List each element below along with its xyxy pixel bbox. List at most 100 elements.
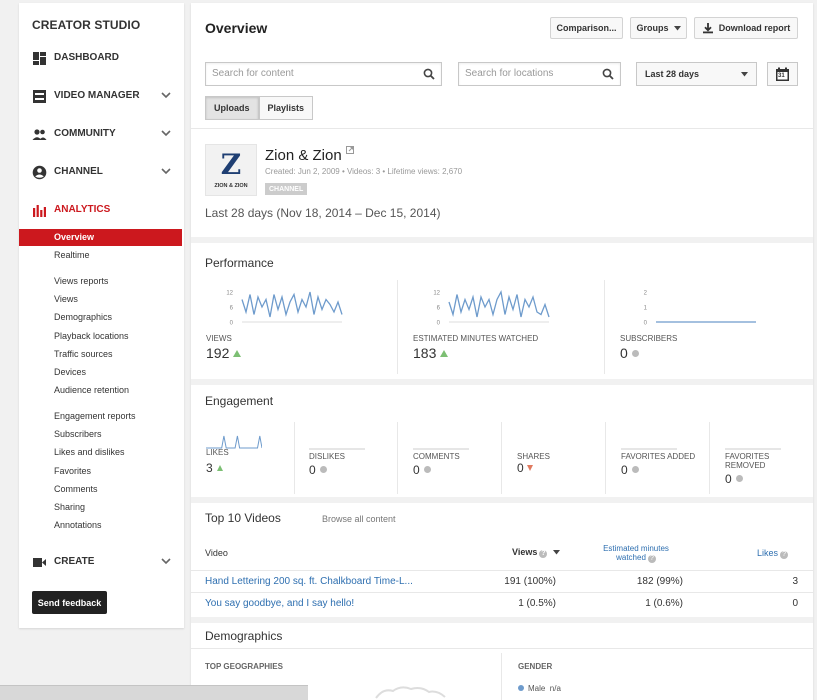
tick-label: 1	[644, 306, 648, 312]
nav-create[interactable]: CREATE	[19, 549, 184, 575]
sidebar-item-label: Overview	[54, 232, 95, 242]
sidebar-item-label: Sharing	[54, 502, 86, 512]
sidebar-item-sharing[interactable]: Sharing	[19, 499, 182, 516]
video-likes: 0	[792, 598, 798, 609]
demographics-title: Demographics	[205, 629, 283, 643]
video-title-link[interactable]: Hand Lettering 200 sq. ft. Chalkboard Ti…	[205, 576, 413, 587]
search-icon[interactable]	[602, 68, 614, 80]
chevron-down-icon[interactable]	[160, 89, 172, 101]
nav-analytics-label: ANALYTICS	[54, 204, 111, 215]
tick-label: 6	[437, 306, 441, 312]
nav-video-manager[interactable]: VIDEO MANAGER	[19, 83, 184, 109]
nav-channel[interactable]: CHANNEL	[19, 159, 184, 185]
sidebar-item-views[interactable]: Views	[19, 291, 182, 308]
search-icon[interactable]	[423, 68, 435, 80]
minutes-chart[interactable]: 12 6 0	[412, 286, 592, 326]
search-content-field	[205, 62, 442, 86]
sidebar-item-engagement-reports[interactable]: Engagement reports	[19, 408, 182, 425]
calendar-button[interactable]: 31	[767, 62, 798, 86]
sidebar-item-comments[interactable]: Comments	[19, 481, 182, 498]
series-line	[448, 290, 550, 318]
tick-label: 0	[230, 321, 234, 327]
chevron-down-icon[interactable]	[160, 127, 172, 139]
nav-dashboard[interactable]: DASHBOARD	[19, 45, 184, 71]
trend-up-icon	[216, 465, 223, 471]
sidebar-item-devices[interactable]: Devices	[19, 364, 182, 381]
col-minutes-label-2: watched	[616, 553, 646, 562]
tick-label: 12	[226, 291, 233, 297]
sidebar-item-playback-locations[interactable]: Playback locations	[19, 328, 182, 345]
logo-text: ZION & ZION	[214, 183, 248, 189]
sidebar-item-views-reports[interactable]: Views reports	[19, 273, 182, 290]
nav-community[interactable]: COMMUNITY	[19, 121, 184, 147]
video-minutes: 182 (99%)	[636, 576, 683, 587]
section-divider	[191, 617, 813, 623]
sidebar-item-overview[interactable]: Overview	[19, 229, 182, 246]
world-map[interactable]	[371, 683, 451, 700]
help-icon[interactable]: ?	[539, 550, 548, 558]
tick-label: 0	[437, 321, 441, 327]
date-range-select[interactable]: Last 28 days	[636, 62, 757, 86]
trend-flat-icon	[631, 350, 639, 357]
sidebar-item-annotations[interactable]: Annotations	[19, 517, 182, 534]
comparison-button[interactable]: Comparison...	[550, 17, 623, 39]
divider	[191, 648, 813, 649]
likes-sparkline[interactable]	[206, 432, 262, 450]
browse-all-content-link[interactable]: Browse all content	[322, 514, 396, 524]
help-icon[interactable]: ?	[780, 551, 789, 559]
external-link-icon[interactable]	[345, 146, 354, 154]
favorites-added-value: 0	[621, 463, 639, 477]
favorites-removed-value: 0	[725, 472, 743, 486]
create-icon	[33, 558, 46, 567]
engagement-title: Engagement	[205, 394, 274, 408]
chevron-down-icon[interactable]	[160, 555, 172, 567]
comments-number: 0	[413, 463, 420, 477]
nav-analytics[interactable]: ANALYTICS	[19, 197, 184, 223]
sidebar-item-subscribers[interactable]: Subscribers	[19, 426, 182, 443]
gender-legend-male: Male n/a	[518, 684, 561, 693]
groups-label: Groups	[636, 23, 669, 33]
sidebar-item-audience-retention[interactable]: Audience retention	[19, 382, 182, 399]
sidebar-item-label: Likes and dislikes	[54, 447, 125, 457]
sort-desc-icon[interactable]	[552, 550, 560, 555]
divider	[709, 422, 710, 494]
send-feedback-button[interactable]: Send feedback	[32, 591, 107, 614]
col-views[interactable]: Views?	[512, 547, 560, 558]
comments-label: COMMENTS	[413, 452, 460, 461]
col-minutes-label-1: Estimated minutes	[603, 544, 669, 553]
col-minutes-watched[interactable]: Estimated minutes watched?	[588, 544, 684, 563]
help-icon[interactable]: ?	[647, 555, 656, 563]
download-report-button[interactable]: Download report	[694, 17, 798, 39]
views-chart[interactable]: 12 6 0	[205, 286, 385, 326]
tick-label: 12	[433, 291, 440, 297]
channel-name-text[interactable]: Zion & Zion	[265, 147, 342, 164]
subscribers-chart[interactable]: 2 1 0	[619, 286, 799, 326]
favorites-added-label: FAVORITES ADDED	[621, 452, 696, 461]
divider	[604, 280, 605, 374]
search-locations-input[interactable]	[465, 68, 595, 79]
col-likes[interactable]: Likes?	[757, 548, 789, 559]
groups-button[interactable]: Groups	[630, 17, 687, 39]
search-content-input[interactable]	[212, 68, 412, 79]
sidebar-item-demographics[interactable]: Demographics	[19, 309, 182, 326]
subscribers-label: SUBSCRIBERS	[620, 334, 678, 343]
views-value: 192	[206, 345, 242, 361]
video-title-link[interactable]: You say goodbye, and I say hello!	[205, 598, 355, 609]
comments-baseline	[413, 448, 469, 450]
dislikes-baseline	[309, 448, 365, 450]
horizontal-scrollbar[interactable]	[0, 685, 308, 700]
divider	[605, 422, 606, 494]
sidebar-item-likes-and-dislikes[interactable]: Likes and dislikes	[19, 444, 182, 461]
download-icon	[702, 23, 713, 34]
tab-uploads[interactable]: Uploads	[205, 96, 259, 120]
subscribers-value: 0	[620, 345, 639, 361]
tab-playlists[interactable]: Playlists	[258, 96, 314, 120]
channel-name[interactable]: Zion & Zion	[265, 146, 354, 164]
favorites-added-number: 0	[621, 463, 628, 477]
chevron-down-icon[interactable]	[160, 165, 172, 177]
sidebar-item-favorites[interactable]: Favorites	[19, 463, 182, 480]
sidebar-item-label: Playback locations	[54, 331, 129, 341]
sidebar-item-realtime[interactable]: Realtime	[19, 247, 182, 264]
sidebar-item-traffic-sources[interactable]: Traffic sources	[19, 346, 182, 363]
trend-flat-icon	[631, 466, 639, 473]
